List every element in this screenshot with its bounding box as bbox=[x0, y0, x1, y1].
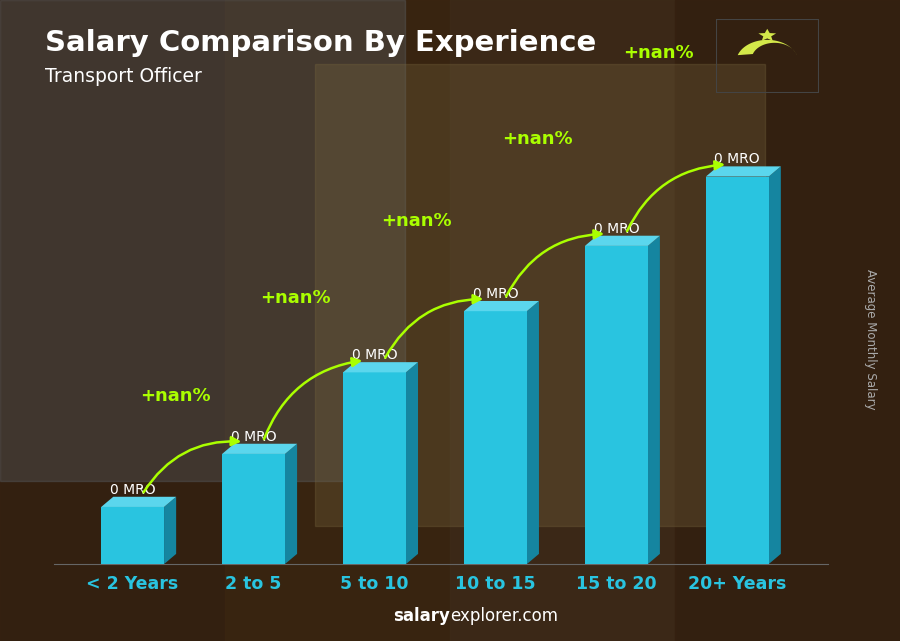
Bar bbox=[343, 372, 406, 564]
Polygon shape bbox=[769, 167, 781, 564]
Polygon shape bbox=[406, 362, 418, 564]
Bar bbox=[464, 311, 526, 564]
Text: +nan%: +nan% bbox=[502, 130, 573, 148]
Polygon shape bbox=[343, 362, 418, 372]
Text: explorer.com: explorer.com bbox=[450, 607, 558, 625]
Text: +nan%: +nan% bbox=[382, 212, 452, 229]
Polygon shape bbox=[759, 29, 776, 41]
Text: 0 MRO: 0 MRO bbox=[472, 287, 518, 301]
Text: +nan%: +nan% bbox=[261, 289, 331, 307]
Polygon shape bbox=[648, 236, 660, 564]
Text: 0 MRO: 0 MRO bbox=[230, 429, 276, 444]
Text: salary: salary bbox=[393, 607, 450, 625]
Polygon shape bbox=[222, 444, 297, 454]
Polygon shape bbox=[101, 497, 176, 507]
Bar bbox=[101, 507, 164, 564]
Bar bbox=[222, 454, 285, 564]
Polygon shape bbox=[285, 444, 297, 564]
Polygon shape bbox=[585, 236, 660, 246]
Polygon shape bbox=[526, 301, 539, 564]
Polygon shape bbox=[164, 497, 176, 564]
Text: Transport Officer: Transport Officer bbox=[45, 67, 202, 87]
Polygon shape bbox=[706, 167, 781, 176]
Polygon shape bbox=[464, 301, 539, 311]
Bar bbox=[585, 246, 648, 564]
Bar bbox=[706, 176, 769, 564]
Text: Salary Comparison By Experience: Salary Comparison By Experience bbox=[45, 29, 596, 57]
Text: 0 MRO: 0 MRO bbox=[110, 483, 156, 497]
Polygon shape bbox=[738, 40, 796, 55]
Text: 0 MRO: 0 MRO bbox=[715, 153, 760, 167]
Text: +nan%: +nan% bbox=[140, 387, 211, 405]
Text: 0 MRO: 0 MRO bbox=[593, 222, 639, 236]
Text: +nan%: +nan% bbox=[624, 44, 694, 62]
Text: Average Monthly Salary: Average Monthly Salary bbox=[865, 269, 878, 410]
Text: 0 MRO: 0 MRO bbox=[352, 348, 397, 362]
